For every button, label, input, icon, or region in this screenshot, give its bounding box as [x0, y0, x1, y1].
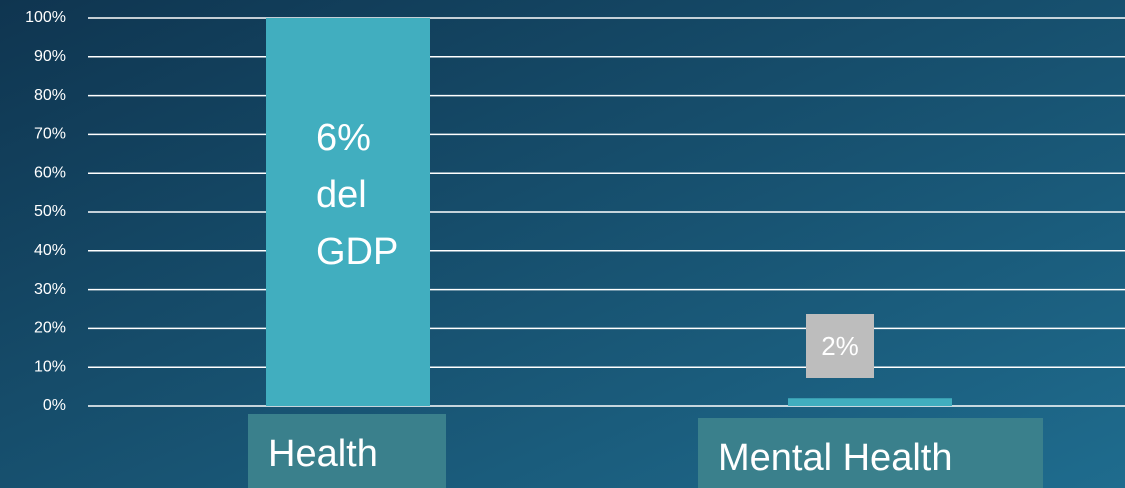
y-tick-label: 0%: [43, 397, 66, 414]
annotation: 2%: [821, 331, 859, 361]
annotation: GDP: [316, 231, 398, 273]
y-tick-label: 40%: [34, 242, 66, 259]
x-tick-label: Health: [268, 433, 378, 475]
annotation: 6%: [316, 117, 371, 159]
y-tick-label: 90%: [34, 48, 66, 65]
y-tick-label: 60%: [34, 164, 66, 181]
y-tick-label: 10%: [34, 358, 66, 375]
y-tick-label: 50%: [34, 203, 66, 220]
bar: [266, 18, 430, 406]
annotation: del: [316, 174, 367, 216]
category-box: [248, 414, 446, 488]
annotation-box: [806, 314, 874, 378]
y-tick-label: 80%: [34, 87, 66, 104]
y-tick-label: 30%: [34, 281, 66, 298]
x-tick-label: Mental Health: [718, 437, 952, 479]
bar: [788, 398, 952, 406]
y-tick-label: 100%: [25, 9, 66, 26]
y-tick-label: 70%: [34, 126, 66, 143]
category-box: [698, 418, 1043, 488]
y-tick-label: 20%: [34, 320, 66, 337]
